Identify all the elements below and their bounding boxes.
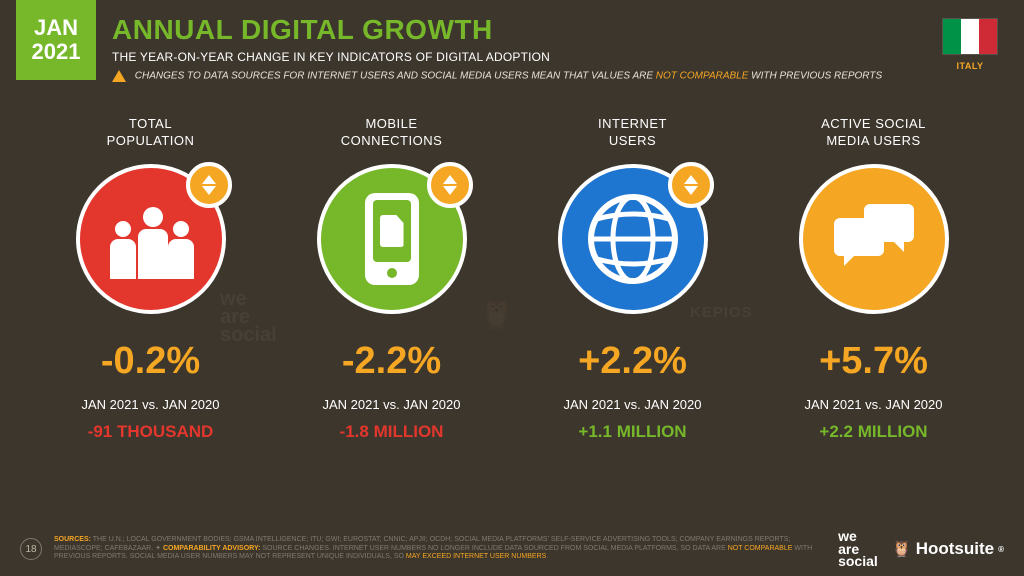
metric-pct: -0.2% <box>30 340 271 383</box>
date-badge: JAN 2021 <box>16 0 96 80</box>
metric-circle <box>558 164 708 314</box>
globe-icon <box>583 189 683 289</box>
owl-icon: 🦉 <box>892 539 912 559</box>
header: ANNUAL DIGITAL GROWTH THE YEAR-ON-YEAR C… <box>112 14 882 82</box>
metric-label: INTERNETUSERS <box>512 116 753 150</box>
metric-period: JAN 2021 vs. JAN 2020 <box>30 397 271 412</box>
flag-icon <box>942 18 998 55</box>
metric-card: INTERNETUSERS +2.2% JAN 2021 vs. JAN 202… <box>512 116 753 442</box>
metric-period: JAN 2021 vs. JAN 2020 <box>512 397 753 412</box>
metric-pct: -2.2% <box>271 340 512 383</box>
metric-period: JAN 2021 vs. JAN 2020 <box>271 397 512 412</box>
metric-label: ACTIVE SOCIALMEDIA USERS <box>753 116 994 150</box>
metric-label: MOBILECONNECTIONS <box>271 116 512 150</box>
metric-circle <box>317 164 467 314</box>
date-month: JAN <box>34 16 78 40</box>
watermark-kepios: KEPIOS <box>690 306 753 320</box>
metric-card: MOBILECONNECTIONS -2.2% JAN 2021 vs. JAN… <box>271 116 512 442</box>
updown-badge-icon <box>186 162 232 208</box>
footer: 18 SOURCES: THE U.N.; LOCAL GOVERNMENT B… <box>0 530 1024 568</box>
metric-label: TOTALPOPULATION <box>30 116 271 150</box>
people-icon <box>106 199 196 279</box>
country-label: ITALY <box>942 61 998 71</box>
chat-icon: .icon-chat .bubble:nth-child(1)::after{l… <box>834 204 914 274</box>
page-title: ANNUAL DIGITAL GROWTH <box>112 14 882 46</box>
metric-circle <box>76 164 226 314</box>
metric-card: ACTIVE SOCIALMEDIA USERS .icon-chat .bub… <box>753 116 994 442</box>
phone-icon <box>365 193 419 285</box>
warning-post: WITH PREVIOUS REPORTS <box>748 71 882 82</box>
metric-absolute: -91 THOUSAND <box>30 422 271 442</box>
metric-pct: +5.7% <box>753 340 994 383</box>
flag-stripe-3 <box>979 19 997 54</box>
page-subtitle: THE YEAR-ON-YEAR CHANGE IN KEY INDICATOR… <box>112 50 882 64</box>
metric-absolute: -1.8 MILLION <box>271 422 512 442</box>
country-block: ITALY <box>942 18 998 71</box>
flag-stripe-2 <box>961 19 979 54</box>
metric-card: TOTALPOPULATION -0.2% JAN 2021 vs. JAN 2… <box>30 116 271 442</box>
updown-badge-icon <box>668 162 714 208</box>
date-year: 2021 <box>32 40 81 64</box>
updown-badge-icon <box>427 162 473 208</box>
advisory-label: COMPARABILITY ADVISORY: <box>163 545 260 552</box>
watermark-wearesocial: wearesocial <box>220 290 277 344</box>
page-number: 18 <box>20 538 42 560</box>
metric-absolute: +1.1 MILLION <box>512 422 753 442</box>
metric-period: JAN 2021 vs. JAN 2020 <box>753 397 994 412</box>
sources-text: SOURCES: THE U.N.; LOCAL GOVERNMENT BODI… <box>54 536 818 562</box>
metric-pct: +2.2% <box>512 340 753 383</box>
metric-absolute: +2.2 MILLION <box>753 422 994 442</box>
sources-label: SOURCES: <box>54 536 91 543</box>
brand-logos: we are social 🦉 Hootsuite® <box>838 530 1004 568</box>
metrics-row: TOTALPOPULATION -0.2% JAN 2021 vs. JAN 2… <box>0 116 1024 442</box>
wearesocial-logo: we are social <box>838 530 878 568</box>
warning-note: CHANGES TO DATA SOURCES FOR INTERNET USE… <box>112 70 882 82</box>
warning-pre: CHANGES TO DATA SOURCES FOR INTERNET USE… <box>135 71 656 82</box>
hootsuite-logo: 🦉 Hootsuite® <box>892 539 1004 559</box>
flag-stripe-1 <box>943 19 961 54</box>
metric-circle: .icon-chat .bubble:nth-child(1)::after{l… <box>799 164 949 314</box>
watermark-owl-icon: 🦉 <box>478 300 515 327</box>
warning-icon <box>112 70 126 82</box>
warning-highlight: NOT COMPARABLE <box>656 71 749 82</box>
